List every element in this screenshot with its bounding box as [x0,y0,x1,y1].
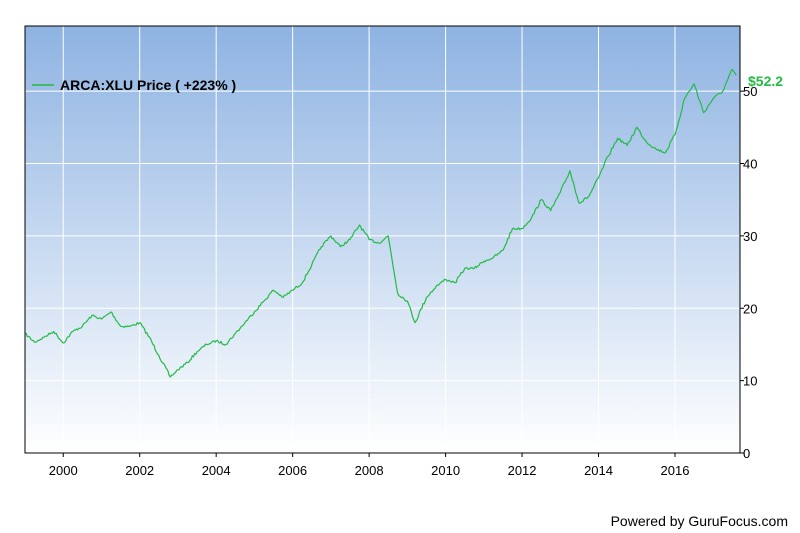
x-tick-label: 2016 [661,463,690,478]
x-tick-label: 2006 [278,463,307,478]
series-line-xlu-price [25,68,737,378]
x-tick-label: 2004 [202,463,231,478]
y-tick-label: 10 [743,374,757,389]
legend-label: ARCA:XLU Price ( +223% ) [60,77,236,93]
x-tick-label: 2012 [508,463,537,478]
x-tick-label: 2008 [355,463,384,478]
plot-background [25,26,740,453]
y-tick-label: 50 [743,84,757,99]
x-axis: 2000 2002 2004 2006 2008 2010 2012 2014 2016 [49,453,690,478]
x-tick-label: 2002 [125,463,154,478]
x-tick-label: 2000 [49,463,78,478]
x-tick-label: 2010 [431,463,460,478]
y-tick-label: 0 [743,446,750,461]
x-tick-label: 2014 [584,463,613,478]
last-price-label: $52.2 [748,73,783,89]
powered-by-credit: Powered by GuruFocus.com [610,513,788,529]
y-axis: 0 10 20 30 40 50 [740,84,757,461]
legend: ARCA:XLU Price ( +223% ) [32,77,236,93]
y-tick-label: 30 [743,229,757,244]
y-tick-label: 40 [743,157,757,172]
y-tick-label: 20 [743,301,757,316]
plot-border [24,25,741,454]
